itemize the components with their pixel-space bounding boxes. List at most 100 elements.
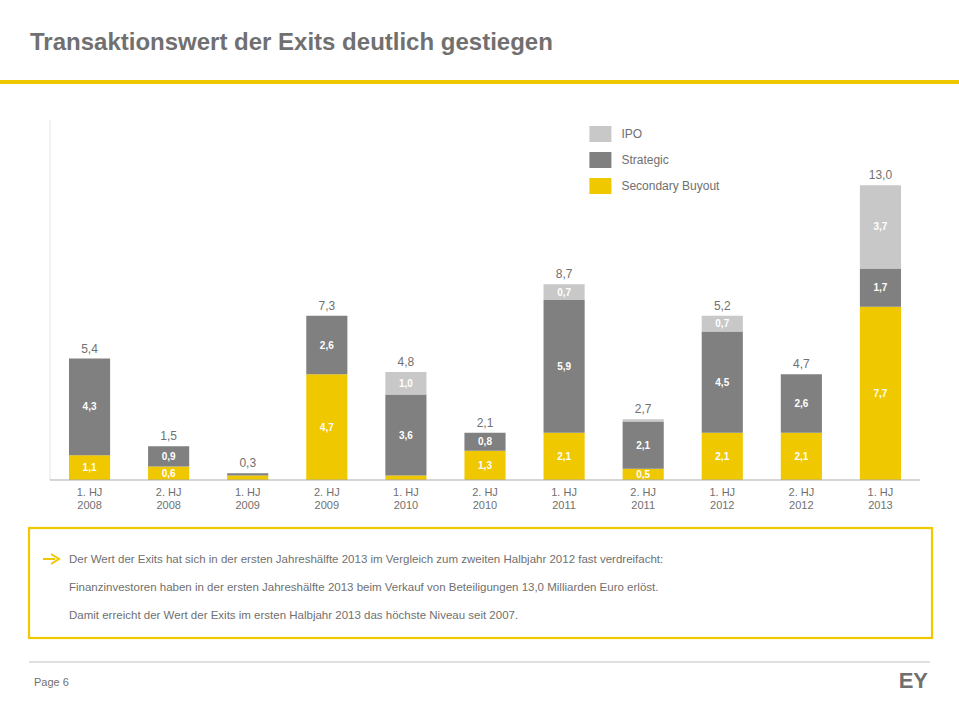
x-axis-line [50, 480, 920, 481]
bar-segment [227, 473, 268, 474]
bar-segment [781, 374, 822, 433]
total-label: 7,3 [318, 299, 335, 313]
value-label: 7,7 [874, 388, 888, 399]
total-label: 0,3 [239, 456, 256, 470]
value-label: 1,1 [83, 462, 97, 473]
bar-segment [860, 185, 901, 268]
bar-segment [860, 269, 901, 307]
logo: EY [899, 668, 929, 693]
legend-label: Strategic [621, 153, 668, 167]
total-label: 2,1 [477, 416, 494, 430]
bar-segment [464, 432, 505, 433]
x-tick-label: 2. HJ2011 [630, 486, 656, 511]
total-label: 5,2 [714, 299, 731, 313]
note-arrow [43, 554, 59, 564]
value-label: 2,1 [794, 451, 808, 462]
bar-segment [623, 422, 664, 469]
value-label: 4,5 [715, 377, 729, 388]
value-label: 2,6 [794, 398, 808, 409]
total-label: 13,0 [869, 168, 893, 182]
total-label: 4,7 [793, 357, 810, 371]
legend: IPO Strategic Secondary Buyout [589, 126, 720, 194]
bar-segment [544, 284, 585, 300]
bar-segment [464, 451, 505, 480]
legend-swatch [589, 126, 611, 142]
bar-segment [623, 469, 664, 480]
bar-segment [544, 300, 585, 433]
note-text: Der Wert der Exits hat sich in der erste… [69, 553, 663, 565]
bars [69, 185, 901, 480]
note-box [29, 528, 932, 638]
x-tick-label: 1. HJ2012 [709, 486, 735, 511]
bar-segment [306, 374, 347, 480]
bar-segment [69, 358, 110, 359]
x-tick-label: 1. HJ2013 [868, 486, 894, 511]
legend-label: IPO [621, 127, 642, 141]
value-label: 4,7 [320, 422, 334, 433]
value-label: 0,8 [478, 436, 492, 447]
value-label: 3,7 [874, 221, 888, 232]
bar-segment [464, 433, 505, 451]
value-label: 0,7 [715, 318, 729, 329]
legend-swatch [589, 178, 611, 194]
bar-segment [544, 433, 585, 480]
bar-segment [702, 316, 743, 332]
x-tick-label: 1. HJ2011 [551, 486, 577, 511]
bar-segment [148, 467, 189, 481]
x-tick-label: 2. HJ2010 [472, 486, 498, 511]
value-label: 1,0 [399, 378, 413, 389]
value-label: 3,6 [399, 430, 413, 441]
bar-segment [781, 433, 822, 480]
total-label: 5,4 [81, 342, 98, 356]
bar-segment [69, 455, 110, 480]
x-tick-label: 1. HJ2009 [235, 486, 261, 511]
value-label: 1,3 [478, 460, 492, 471]
legend-label: Secondary Buyout [621, 179, 720, 193]
bar-segment [623, 419, 664, 421]
x-tick-label: 2. HJ2009 [314, 486, 340, 511]
value-label: 2,1 [557, 451, 571, 462]
bar-segment [148, 446, 189, 466]
data-labels: 1,1 0,6 4,7 1,3 2,1 0,5 2,1 2,1 7,7 4,3 0,9 2,6 3,6 0… [81, 168, 892, 480]
value-label: 2,1 [715, 451, 729, 462]
bar-segment [306, 316, 347, 375]
value-label: 0,6 [162, 468, 176, 479]
bar-segment [385, 372, 426, 395]
bar-segment [860, 307, 901, 480]
x-tick-label: 2. HJ2012 [789, 486, 815, 511]
title-separator [0, 80, 959, 84]
bar-segment [227, 476, 268, 481]
title: Transaktionswert der Exits deutlich gest… [30, 28, 553, 55]
background [0, 0, 959, 701]
x-tick-label: 2. HJ2008 [156, 486, 182, 511]
bar-segment [702, 433, 743, 480]
legend-swatch [589, 152, 611, 168]
footer-rule [29, 662, 930, 663]
x-tick-label: 1. HJ2008 [77, 486, 103, 511]
value-label: 0,7 [557, 287, 571, 298]
chart: Transaktionswert der Exits deutlich gest… [0, 0, 959, 701]
value-label: 2,6 [320, 340, 334, 351]
bar-segment [148, 446, 189, 447]
value-label: 5,9 [557, 361, 571, 372]
bar-segment [385, 476, 426, 481]
total-label: 8,7 [556, 267, 573, 281]
note-text: Damit erreicht der Wert der Exits im ers… [69, 609, 518, 621]
bar-segment [69, 359, 110, 456]
bar-segment [781, 374, 822, 375]
bar-segment [385, 395, 426, 476]
total-label: 2,7 [635, 402, 652, 416]
total-label: 4,8 [398, 355, 415, 369]
value-label: 1,7 [874, 282, 888, 293]
x-tick-label: 1. HJ2010 [393, 486, 419, 511]
value-label: 2,1 [636, 440, 650, 451]
footer-text: Page 6 [34, 676, 69, 688]
bar-segment [227, 473, 268, 475]
value-label: 0,5 [636, 469, 650, 480]
total-label: 1,5 [160, 429, 177, 443]
value-axis-line [50, 120, 51, 480]
value-label: 4,3 [83, 401, 97, 412]
bar-segment [702, 332, 743, 433]
value-label: 0,9 [162, 451, 176, 462]
bar-segment [306, 315, 347, 316]
